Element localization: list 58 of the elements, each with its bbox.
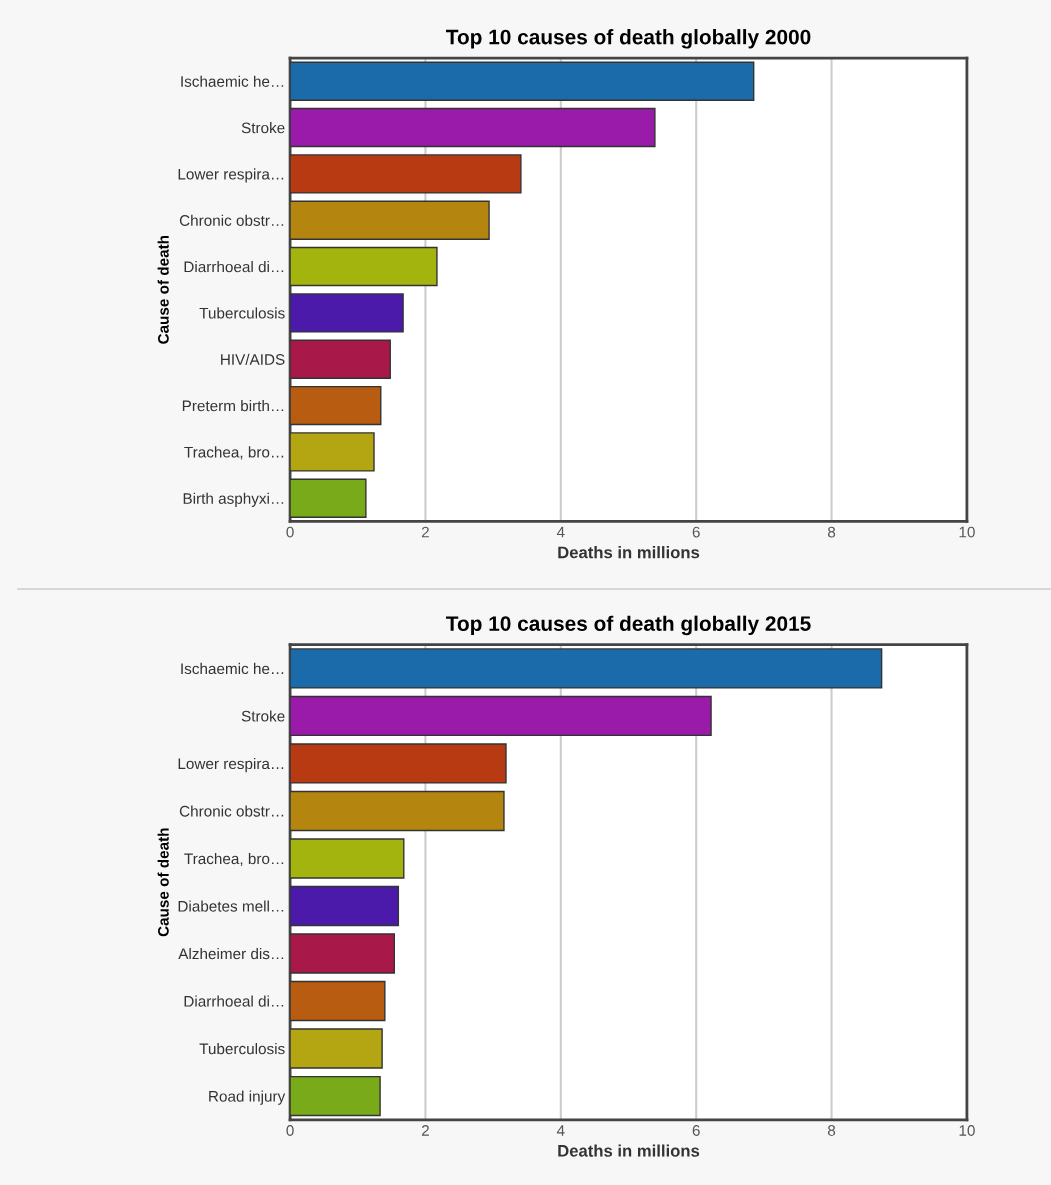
y-tick-label: Ischaemic he… bbox=[181, 75, 284, 87]
bar bbox=[290, 1028, 383, 1069]
x-axis-title: Deaths in millions bbox=[558, 546, 700, 559]
x-tick-label: 6 bbox=[692, 1125, 700, 1136]
x-tick-label: 2 bbox=[421, 526, 429, 538]
y-tick-label: Birth asphyxi… bbox=[183, 492, 284, 507]
x-tick-label: 10 bbox=[959, 1125, 975, 1136]
bar bbox=[290, 885, 400, 927]
y-tick-label: Stroke bbox=[241, 710, 285, 722]
y-tick-label: Ischaemic he… bbox=[181, 662, 284, 675]
y-tick-label: Preterm birth… bbox=[182, 400, 284, 412]
y-tick-label: Tuberculosis bbox=[199, 307, 285, 319]
x-tick-label: 2 bbox=[421, 1125, 429, 1136]
bar bbox=[290, 246, 438, 287]
bar bbox=[290, 695, 712, 737]
x-axis-title: Deaths in millions bbox=[558, 1144, 700, 1157]
y-tick-label: Diarrhoeal di… bbox=[184, 261, 284, 273]
y-tick-label: Trachea, bro… bbox=[184, 446, 284, 460]
bar bbox=[290, 293, 404, 333]
bar bbox=[290, 478, 367, 518]
y-tick-label: Diarrhoeal di… bbox=[184, 995, 284, 1007]
chart-title: Top 10 causes of death globally 2000 bbox=[446, 29, 811, 49]
bar bbox=[290, 648, 883, 689]
x-tick-label: 0 bbox=[286, 526, 294, 538]
x-tick-label: 0 bbox=[286, 1125, 294, 1136]
bar bbox=[290, 385, 382, 426]
y-tick-label: Trachea, bro… bbox=[184, 852, 284, 866]
bar bbox=[290, 61, 755, 101]
bar bbox=[290, 339, 391, 379]
y-tick-label: Chronic obstr… bbox=[179, 214, 284, 226]
y-tick-label: Lower respira… bbox=[178, 168, 284, 183]
bar bbox=[290, 432, 375, 472]
y-tick-label: Road injury bbox=[209, 1090, 286, 1105]
x-tick-label: 4 bbox=[556, 1125, 565, 1136]
chart-title: Top 10 causes of death globally 2015 bbox=[446, 615, 811, 636]
y-tick-label: Chronic obstr… bbox=[179, 805, 284, 817]
x-tick-label: 6 bbox=[692, 526, 700, 538]
y-tick-label: Lower respira… bbox=[178, 757, 284, 773]
y-tick-label: Stroke bbox=[241, 122, 285, 134]
bar bbox=[290, 933, 396, 974]
x-tick-label: 8 bbox=[827, 1125, 836, 1136]
bar bbox=[290, 743, 507, 784]
bar bbox=[290, 107, 656, 148]
bar bbox=[290, 200, 490, 240]
x-tick-label: 10 bbox=[959, 526, 975, 538]
x-tick-label: 8 bbox=[827, 526, 836, 538]
bar bbox=[290, 980, 386, 1022]
y-tick-label: Tuberculosis bbox=[199, 1043, 285, 1055]
bar bbox=[290, 838, 405, 879]
y-tick-label: Diabetes mell… bbox=[178, 900, 284, 912]
bar bbox=[290, 154, 522, 194]
y-axis-title: Cause of death bbox=[157, 828, 169, 937]
x-tick-label: 4 bbox=[556, 526, 565, 538]
bar bbox=[290, 1075, 381, 1117]
y-axis-title: Cause of death bbox=[157, 235, 169, 344]
y-tick-label: Alzheimer dis… bbox=[178, 947, 284, 960]
bar bbox=[290, 790, 505, 832]
y-tick-label: HIV/AIDS bbox=[221, 353, 285, 365]
